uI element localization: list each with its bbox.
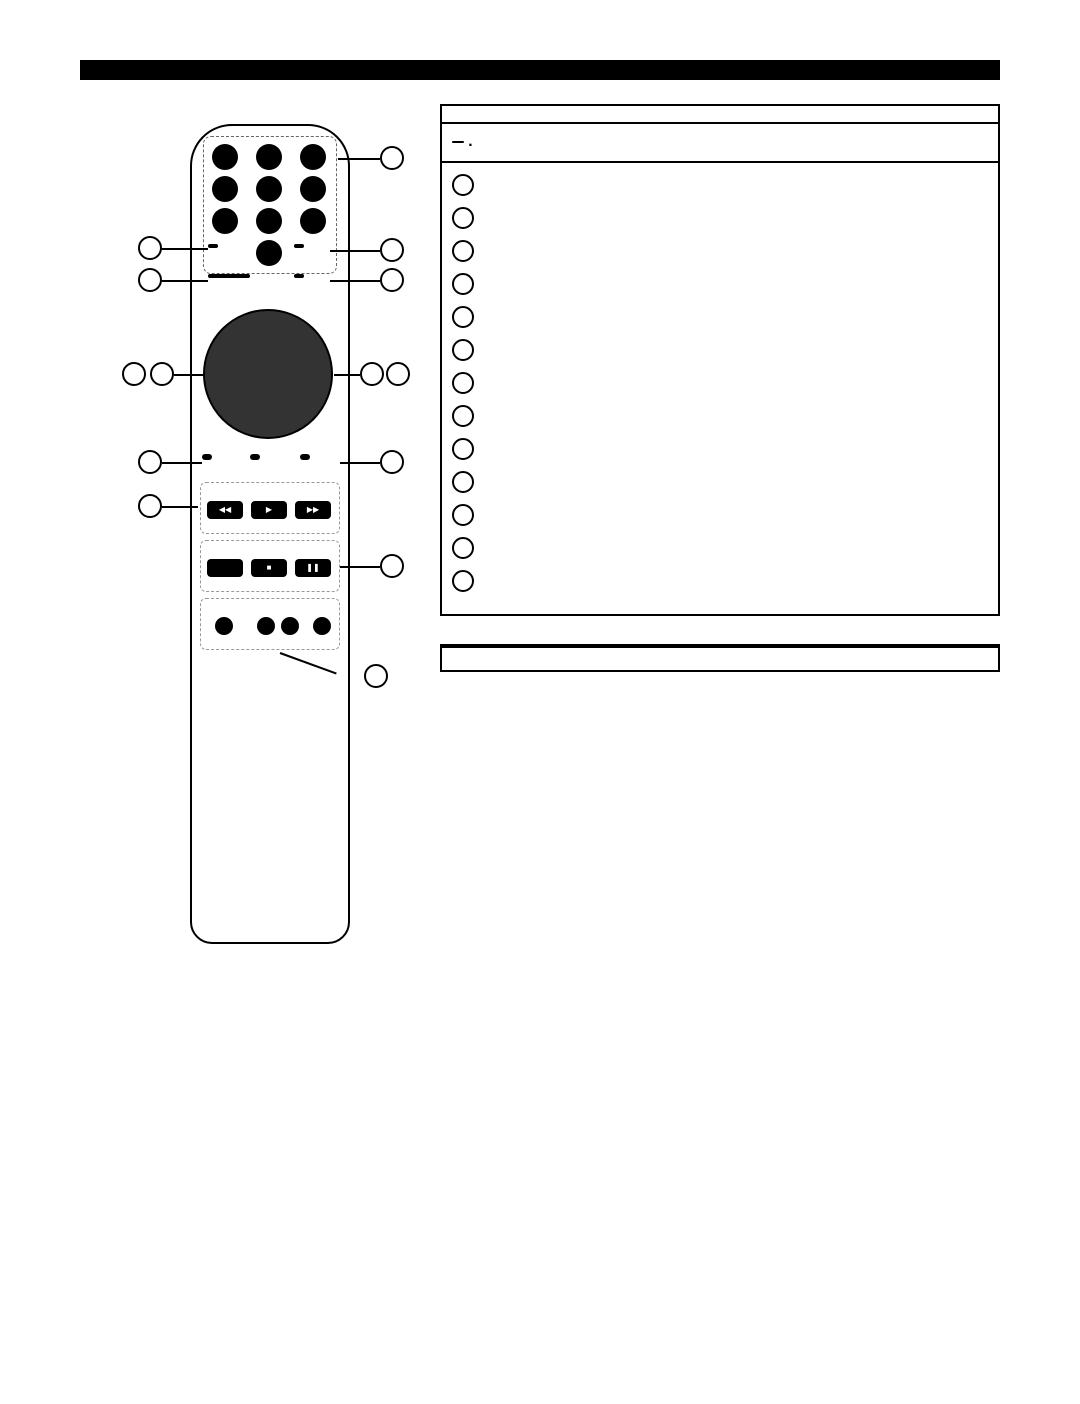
callout-9 — [380, 450, 404, 474]
num-13 — [452, 570, 474, 592]
text-column: . — [440, 104, 1000, 976]
multi-button — [208, 244, 218, 248]
lead-9 — [340, 462, 380, 464]
functions-list — [442, 163, 998, 614]
callout-1 — [138, 268, 162, 292]
keypad-7 — [212, 208, 238, 234]
panel-title — [442, 106, 998, 124]
func-12 — [452, 536, 988, 559]
callout-12b — [386, 362, 410, 386]
callout-12 — [122, 362, 146, 386]
func-2 — [452, 206, 988, 229]
num-1 — [452, 174, 474, 196]
keypad-9 — [300, 208, 326, 234]
num-7 — [452, 372, 474, 394]
num-5 — [452, 306, 474, 328]
callout-7 — [380, 146, 404, 170]
main-content: ◀◀ ▶ ▶▶ ■ ❚❚ — [80, 104, 1000, 976]
stop-btn: ■ — [251, 559, 287, 577]
lead-6 — [330, 280, 380, 282]
keypad-8 — [256, 208, 282, 234]
callout-5 — [380, 238, 404, 262]
vcr-group-top: ◀◀ ▶ ▶▶ — [200, 482, 340, 534]
num-6 — [452, 339, 474, 361]
input-button — [294, 244, 304, 248]
callout-8 — [138, 450, 162, 474]
num-3 — [452, 240, 474, 262]
lead-7 — [338, 158, 380, 160]
play-btn: ▶ — [251, 501, 287, 519]
keypad-1 — [212, 144, 238, 170]
vcr-group-mid: ■ ❚❚ — [200, 540, 340, 592]
num-4 — [452, 273, 474, 295]
func-6 — [452, 338, 988, 361]
ch-btn — [313, 617, 331, 635]
num-2 — [452, 207, 474, 229]
rew-btn: ◀◀ — [207, 501, 243, 519]
func-7 — [452, 371, 988, 394]
page-header — [80, 60, 1000, 80]
func-9 — [452, 437, 988, 460]
intro-period: . — [464, 133, 473, 150]
power-button — [208, 274, 250, 278]
functions-panel: . — [440, 104, 1000, 616]
rec-btn — [207, 559, 243, 577]
hints-panel — [440, 644, 1000, 672]
tvvcr-btn — [215, 617, 233, 635]
func-13 — [452, 569, 988, 592]
lead-3 — [334, 374, 360, 376]
num-12 — [452, 537, 474, 559]
recall-button — [300, 454, 310, 460]
ff-btn: ▶▶ — [295, 501, 331, 519]
num-8 — [452, 405, 474, 427]
vcrdss-down — [281, 617, 299, 635]
action-button — [250, 454, 260, 460]
num-11 — [452, 504, 474, 526]
keypad-0 — [256, 240, 282, 266]
func-8 — [452, 404, 988, 427]
lead-10 — [162, 248, 208, 250]
rtune-button — [202, 454, 212, 460]
lead-11 — [340, 566, 380, 568]
func-11 — [452, 503, 988, 526]
func-3 — [452, 239, 988, 262]
mute-button — [294, 274, 304, 278]
callout-13 — [364, 664, 388, 688]
callout-3 — [360, 362, 384, 386]
remote-column: ◀◀ ▶ ▶▶ ■ ❚❚ — [80, 104, 420, 976]
lead-5 — [330, 250, 380, 252]
keypad-4 — [212, 176, 238, 202]
callout-6 — [380, 268, 404, 292]
keypad-3 — [300, 144, 326, 170]
callout-2 — [150, 362, 174, 386]
keypad-2 — [256, 144, 282, 170]
vcr-group-bottom — [200, 598, 340, 650]
mode-ring — [203, 309, 333, 439]
tv-pill-icon — [452, 141, 464, 143]
func-1 — [452, 173, 988, 196]
hints-title — [442, 646, 998, 650]
num-9 — [452, 438, 474, 460]
lead-8 — [162, 462, 202, 464]
lead-4 — [162, 506, 198, 508]
keypad-6 — [300, 176, 326, 202]
callout-11 — [380, 554, 404, 578]
func-5 — [452, 305, 988, 328]
pause-btn: ❚❚ — [295, 559, 331, 577]
remote-diagram: ◀◀ ▶ ▶▶ ■ ❚❚ — [80, 104, 420, 964]
func-4 — [452, 272, 988, 295]
func-10 — [452, 470, 988, 493]
lead-2 — [174, 374, 204, 376]
lead-1 — [162, 280, 208, 282]
callout-10 — [138, 236, 162, 260]
panel-intro: . — [442, 124, 998, 163]
keypad-5 — [256, 176, 282, 202]
vcrdss-up — [257, 617, 275, 635]
callout-4 — [138, 494, 162, 518]
num-10 — [452, 471, 474, 493]
